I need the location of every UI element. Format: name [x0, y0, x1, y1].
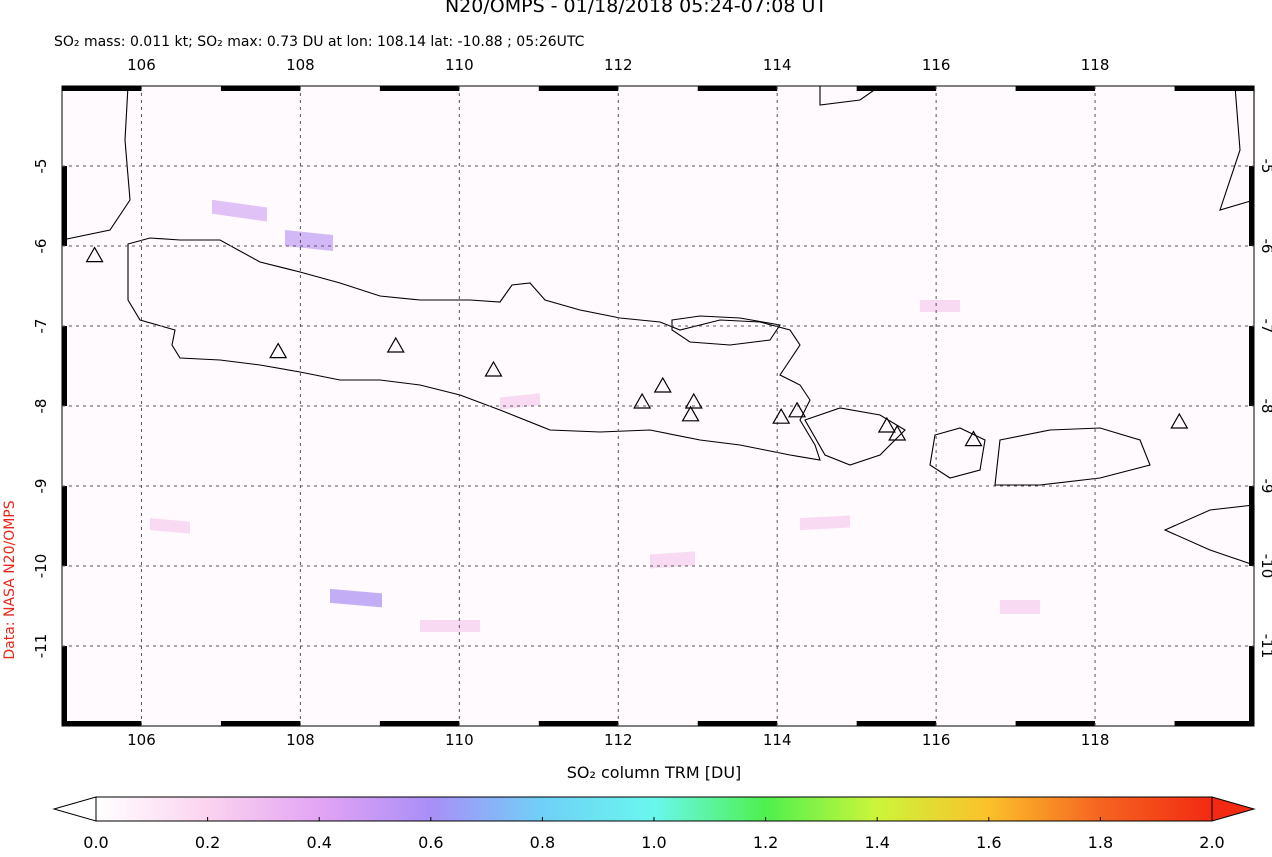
subtitle: SO₂ mass: 0.011 kt; SO₂ max: 0.73 DU at … — [54, 34, 585, 50]
volcano-marker — [1170, 412, 1189, 429]
x-tick-label: 116 — [922, 56, 951, 74]
x-tick-label: 106 — [127, 56, 156, 74]
frame-band — [856, 721, 937, 726]
frame-band — [1249, 486, 1254, 566]
y-tick-label: -10 — [1258, 554, 1272, 579]
x-tick-label: 116 — [922, 731, 951, 749]
x-tick-label: 112 — [604, 731, 633, 749]
colorbar-tick-label: 0.4 — [306, 833, 331, 852]
x-tick-label: 108 — [286, 731, 315, 749]
y-tick-label: -10 — [32, 554, 50, 579]
y-tick-label: -7 — [32, 319, 50, 334]
x-tick-label: 114 — [763, 56, 792, 74]
colorbar-over — [1211, 796, 1256, 822]
y-tick-label: -5 — [1258, 159, 1272, 174]
colorbar-tick-label: 1.8 — [1088, 833, 1113, 852]
coastline — [804, 407, 906, 466]
y-tick-label: -9 — [1258, 479, 1272, 494]
colorbar-tick-label: 1.0 — [641, 833, 666, 852]
frame-band — [538, 721, 619, 726]
frame-band — [856, 86, 937, 91]
frame-band — [1174, 721, 1254, 726]
frame-band — [1249, 326, 1254, 406]
colorbar-tick-label: 1.6 — [976, 833, 1001, 852]
colorbar-label: SO₂ column TRM [DU] — [567, 763, 742, 782]
coastline — [994, 427, 1151, 486]
frame-band — [697, 86, 778, 91]
frame-band — [62, 486, 67, 566]
volcano-marker — [964, 430, 983, 447]
volcano-marker — [85, 246, 104, 263]
volcano-marker — [681, 405, 700, 422]
volcano-marker — [386, 336, 405, 353]
colorbar-tick-label: 0.2 — [195, 833, 220, 852]
volcano-marker — [653, 376, 672, 393]
volcano-marker — [788, 401, 807, 418]
frame-band — [1174, 86, 1254, 91]
volcano-marker — [484, 360, 503, 377]
x-tick-label: 118 — [1081, 56, 1110, 74]
y-tick-label: -8 — [1258, 399, 1272, 414]
coastline — [929, 427, 986, 479]
frame-band — [62, 86, 142, 91]
frame-band — [220, 721, 301, 726]
colorbar-tick-label: 0.6 — [418, 833, 443, 852]
y-tick-label: -11 — [1258, 634, 1272, 659]
frame-band — [1015, 721, 1096, 726]
colorbar-under — [52, 796, 97, 822]
x-tick-label: 112 — [604, 56, 633, 74]
frame-band — [1015, 86, 1096, 91]
volcano-marker — [269, 342, 288, 359]
y-tick-label: -7 — [1258, 319, 1272, 334]
x-tick-label: 118 — [1081, 731, 1110, 749]
frame-band — [697, 721, 778, 726]
frame-band — [62, 326, 67, 406]
y-tick-label: -8 — [32, 399, 50, 414]
x-tick-label: 110 — [445, 56, 474, 74]
volcano-marker — [684, 392, 703, 409]
coastline — [671, 315, 781, 346]
chart-title: N20/OMPS - 01/18/2018 05:24-07:08 UT — [445, 0, 827, 17]
frame-band — [379, 721, 460, 726]
colorbar-tick-label: 2.0 — [1199, 833, 1224, 852]
y-tick-label: -6 — [32, 239, 50, 254]
frame-band — [62, 646, 67, 726]
y-tick-label: -6 — [1258, 239, 1272, 254]
frame-band — [62, 166, 67, 246]
frame-band — [62, 721, 142, 726]
coastline — [127, 237, 821, 461]
frame-band — [220, 86, 301, 91]
x-tick-label: 108 — [286, 56, 315, 74]
frame-band — [538, 86, 619, 91]
volcano-marker — [888, 424, 907, 441]
frame-band — [1249, 166, 1254, 246]
colorbar-tick-label: 1.2 — [753, 833, 778, 852]
frame-band — [1249, 646, 1254, 726]
volcano-marker — [772, 407, 791, 424]
volcano-marker — [633, 392, 652, 409]
source-note: Data: NASA N20/OMPS — [2, 500, 18, 659]
x-tick-label: 110 — [445, 731, 474, 749]
colorbar-tick-label: 0.0 — [83, 833, 108, 852]
y-tick-label: -5 — [32, 159, 50, 174]
y-tick-label: -11 — [32, 634, 50, 659]
colorbar-tick-label: 1.4 — [864, 833, 889, 852]
x-tick-label: 106 — [127, 731, 156, 749]
colorbar-tick-label: 0.8 — [530, 833, 555, 852]
frame-band — [379, 86, 460, 91]
volcano-marker — [877, 416, 896, 433]
x-tick-label: 114 — [763, 731, 792, 749]
y-tick-label: -9 — [32, 479, 50, 494]
